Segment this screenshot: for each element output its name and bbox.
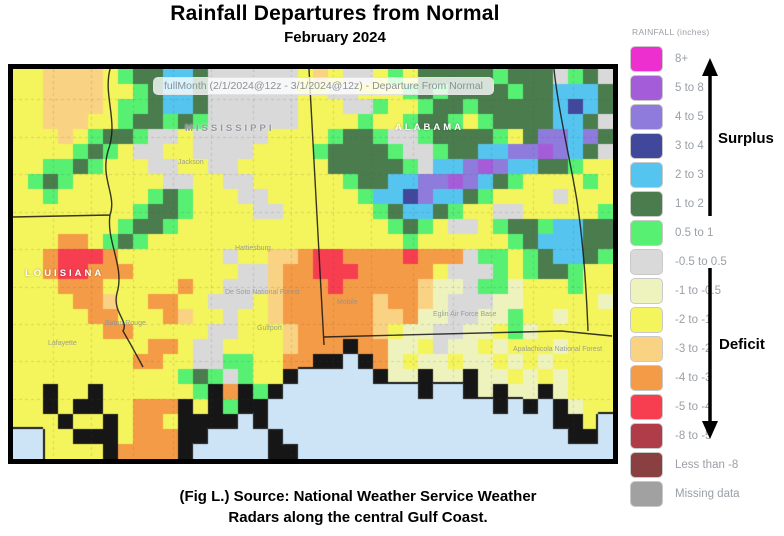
legend-item: 8+ <box>630 45 780 72</box>
legend-swatch <box>630 306 663 333</box>
legend-item: -2 to -1 <box>630 306 780 333</box>
legend-swatch <box>630 161 663 188</box>
legend-item: 1 to 2 <box>630 190 780 217</box>
deficit-label: Deficit <box>719 336 765 353</box>
legend-swatch <box>630 45 663 72</box>
legend-items: 8+ 5 to 8 4 to 5 3 to 4 2 to 3 1 to 2 0.5 to 1… <box>630 45 780 507</box>
legend-item: 5 to 8 <box>630 74 780 101</box>
legend-swatch <box>630 364 663 391</box>
legend-item: 2 to 3 <box>630 161 780 188</box>
legend: RAINFALL (inches) 8+ 5 to 8 4 to 5 3 to 4 2 … <box>630 27 780 509</box>
legend-item: -4 to -3 <box>630 364 780 391</box>
legend-item-label: Less than -8 <box>675 458 739 471</box>
legend-swatch <box>630 277 663 304</box>
legend-item-label: -2 to -1 <box>675 313 712 326</box>
legend-swatch <box>630 219 663 246</box>
legend-item: 3 to 4 <box>630 132 780 159</box>
legend-item-label: -8 to -5 <box>675 429 712 442</box>
legend-item-label: Missing data <box>675 487 740 500</box>
legend-item-label: -3 to -2 <box>675 342 712 355</box>
legend-item-label: -4 to -3 <box>675 371 712 384</box>
legend-item-label: 1 to 2 <box>675 197 704 210</box>
map-overlay-label: fullMonth (2/1/2024@12z - 3/1/2024@12z) … <box>153 77 494 95</box>
legend-item: -1 to -0.5 <box>630 277 780 304</box>
legend-item-label: -1 to -0.5 <box>675 284 722 297</box>
legend-item-label: -0.5 to 0.5 <box>675 255 727 268</box>
caption-line-1: (Fig L.) Source: National Weather Servic… <box>179 488 537 505</box>
legend-swatch <box>630 74 663 101</box>
page-title: Rainfall Departures from Normal <box>170 2 500 25</box>
legend-item-label: 0.5 to 1 <box>675 226 714 239</box>
legend-item: 0.5 to 1 <box>630 219 780 246</box>
legend-item: -0.5 to 0.5 <box>630 248 780 275</box>
legend-item-label: 2 to 3 <box>675 168 704 181</box>
legend-item-label: 8+ <box>675 52 689 65</box>
legend-swatch <box>630 422 663 449</box>
legend-swatch <box>630 103 663 130</box>
legend-item-label: 4 to 5 <box>675 110 704 123</box>
legend-item: -3 to -2 <box>630 335 780 362</box>
legend-swatch <box>630 335 663 362</box>
legend-item-label: 5 to 8 <box>675 81 704 94</box>
surplus-label: Surplus <box>718 130 774 147</box>
legend-swatch <box>630 190 663 217</box>
rainfall-map: fullMonth (2/1/2024@12z - 3/1/2024@12z) … <box>8 64 618 464</box>
legend-swatch <box>630 451 663 478</box>
page-subtitle: February 2024 <box>284 29 386 46</box>
legend-item: -5 to -4 <box>630 393 780 420</box>
title-block: Rainfall Departures from Normal February… <box>20 2 650 46</box>
legend-item: -8 to -5 <box>630 422 780 449</box>
legend-item-label: 3 to 4 <box>675 139 704 152</box>
caption-line-2: Radars along the central Gulf Coast. <box>228 509 488 526</box>
rainfall-map-canvas <box>13 69 613 459</box>
figure-caption: (Fig L.) Source: National Weather Servic… <box>28 486 688 528</box>
legend-swatch <box>630 393 663 420</box>
legend-item: Less than -8 <box>630 451 780 478</box>
legend-item: Missing data <box>630 480 780 507</box>
legend-swatch <box>630 480 663 507</box>
legend-swatch <box>630 248 663 275</box>
legend-item: 4 to 5 <box>630 103 780 130</box>
legend-swatch <box>630 132 663 159</box>
legend-title: RAINFALL (inches) <box>632 27 710 37</box>
legend-item-label: -5 to -4 <box>675 400 712 413</box>
